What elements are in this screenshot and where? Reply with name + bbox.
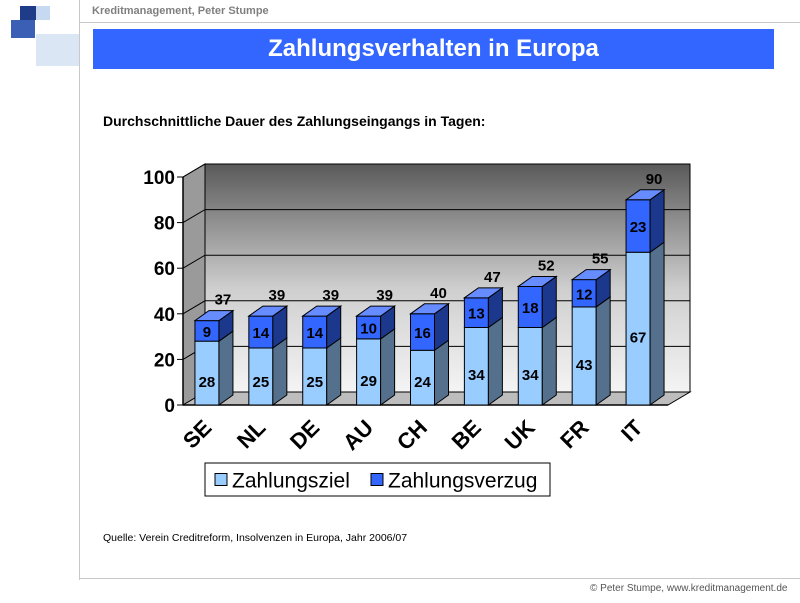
bar-zahlungsziel-side: [218, 330, 234, 406]
data-label-zahlungsziel: 43: [576, 357, 593, 374]
data-label-zahlungsziel: 34: [522, 367, 539, 384]
footer-divider: [80, 578, 800, 579]
bar-zahlungsverzug-top: [355, 305, 397, 317]
source-note: Quelle: Verein Creditreform, Insolvenzen…: [103, 532, 408, 544]
left-divider: [79, 0, 80, 580]
x-tick-label: UK: [500, 415, 540, 455]
bar-zahlungsziel-side: [380, 327, 396, 406]
gridline: [182, 254, 690, 269]
bar-zahlungsverzug-top: [301, 305, 343, 317]
y-tick-label: 60: [154, 259, 175, 280]
x-tick-label: DE: [285, 415, 324, 454]
data-label-zahlungsziel: 25: [306, 374, 323, 391]
data-label-zahlungsziel: 67: [630, 330, 647, 347]
data-label-zahlungsverzug: 14: [306, 325, 323, 342]
bar-zahlungsziel-front: [356, 338, 382, 406]
data-label-total: 90: [646, 171, 663, 188]
footer-text: © Peter Stumpe, www.kreditmanagement.de: [590, 583, 788, 594]
data-label-total: 37: [215, 292, 232, 309]
bar-zahlungsverzug-top: [570, 269, 612, 281]
x-tick-label: SE: [178, 415, 216, 453]
data-label-zahlungsverzug: 14: [252, 325, 269, 342]
legend-label-zahlungsverzug: Zahlungsverzug: [388, 470, 537, 493]
data-label-zahlungsziel: 24: [414, 374, 431, 391]
data-label-total: 39: [376, 287, 393, 304]
bar-zahlungsziel-side: [326, 337, 342, 406]
bars-group: [193, 188, 666, 406]
y-tick-label: 40: [154, 305, 175, 326]
bar-zahlungsverzug-front: [302, 315, 328, 349]
page-title: Zahlungsverhalten in Europa: [93, 29, 774, 69]
data-label-total: 52: [538, 257, 555, 274]
data-label-zahlungsziel: 34: [468, 367, 485, 384]
x-tick-label: IT: [616, 414, 648, 446]
legend: Zahlungsziel Zahlungsverzug: [204, 462, 551, 497]
header-text: Kreditmanagement, Peter Stumpe: [92, 5, 269, 17]
data-label-total: 55: [592, 251, 609, 268]
x-tick-label: AU: [338, 415, 378, 455]
bar-zahlungsverzug-top: [193, 310, 235, 322]
bar-zahlungsverzug-top: [247, 305, 289, 317]
bar-zahlungsverzug-side: [649, 188, 665, 254]
bar-zahlungsverzug-front: [410, 313, 435, 351]
legend-swatch-zahlungsziel: [214, 473, 228, 486]
x-tick-label: NL: [232, 415, 270, 453]
x-tick-label: BE: [447, 415, 486, 454]
logo-square-dark: [20, 6, 36, 20]
bar-zahlungsziel-side: [541, 316, 557, 406]
bar-zahlungsziel-side: [487, 316, 503, 406]
bar-zahlungsziel-side: [595, 295, 611, 406]
data-label-total: 39: [322, 287, 339, 304]
bar-zahlungsziel-side: [649, 241, 665, 406]
gridline: [182, 163, 690, 178]
logo-square-pale: [36, 34, 79, 66]
y-tick-label: 80: [154, 214, 175, 235]
bar-zahlungsziel-front: [517, 326, 543, 406]
bar-zahlungsverzug-front: [248, 315, 274, 349]
data-label-zahlungsverzug: 9: [203, 324, 211, 341]
data-label-zahlungsverzug: 13: [468, 306, 485, 323]
legend-swatch-zahlungsverzug: [370, 473, 384, 486]
data-label-total: 39: [268, 287, 285, 304]
legend-label-zahlungsziel: Zahlungsziel: [232, 470, 350, 493]
y-tick-label: 100: [143, 168, 175, 189]
bar-zahlungsziel-front: [625, 251, 651, 406]
data-label-zahlungsziel: 25: [252, 374, 269, 391]
bar-zahlungsziel-side: [272, 337, 288, 406]
data-label-zahlungsverzug: 12: [576, 286, 593, 303]
header-divider: [80, 22, 800, 23]
data-label-zahlungsverzug: 23: [630, 219, 647, 236]
data-label-zahlungsverzug: 10: [360, 320, 377, 337]
bar-zahlungsziel-front: [463, 326, 489, 406]
bar-zahlungsverzug-top: [624, 189, 666, 201]
data-label-zahlungsverzug: 18: [522, 300, 539, 317]
x-tick-label: CH: [392, 415, 432, 455]
bar-zahlungsziel-front: [571, 306, 597, 406]
data-label-total: 47: [484, 269, 501, 286]
y-tick-label: 20: [154, 350, 175, 371]
data-label-zahlungsverzug: 16: [414, 325, 431, 342]
chart-subtitle: Durchschnittliche Dauer des Zahlungseing…: [103, 113, 486, 129]
y-tick-label: 0: [164, 396, 175, 417]
bar-zahlungsziel-front: [410, 349, 435, 406]
data-label-total: 40: [430, 285, 447, 302]
data-label-zahlungsziel: 28: [199, 374, 216, 391]
logo-square-light: [36, 6, 50, 20]
gridline: [182, 209, 690, 224]
bar-zahlungsziel-front: [248, 347, 274, 406]
bar-zahlungsziel-side: [434, 339, 449, 406]
bar-zahlungsverzug-top: [462, 287, 504, 299]
bar-zahlungsverzug-top: [408, 303, 451, 315]
bar-zahlungsverzug-front: [517, 285, 543, 328]
logo-square-mid: [11, 20, 35, 38]
bar-zahlungsverzug-top: [516, 275, 558, 287]
data-label-zahlungsziel: 29: [360, 373, 377, 390]
bar-zahlungsziel-front: [302, 347, 328, 406]
x-tick-label: FR: [555, 415, 593, 453]
